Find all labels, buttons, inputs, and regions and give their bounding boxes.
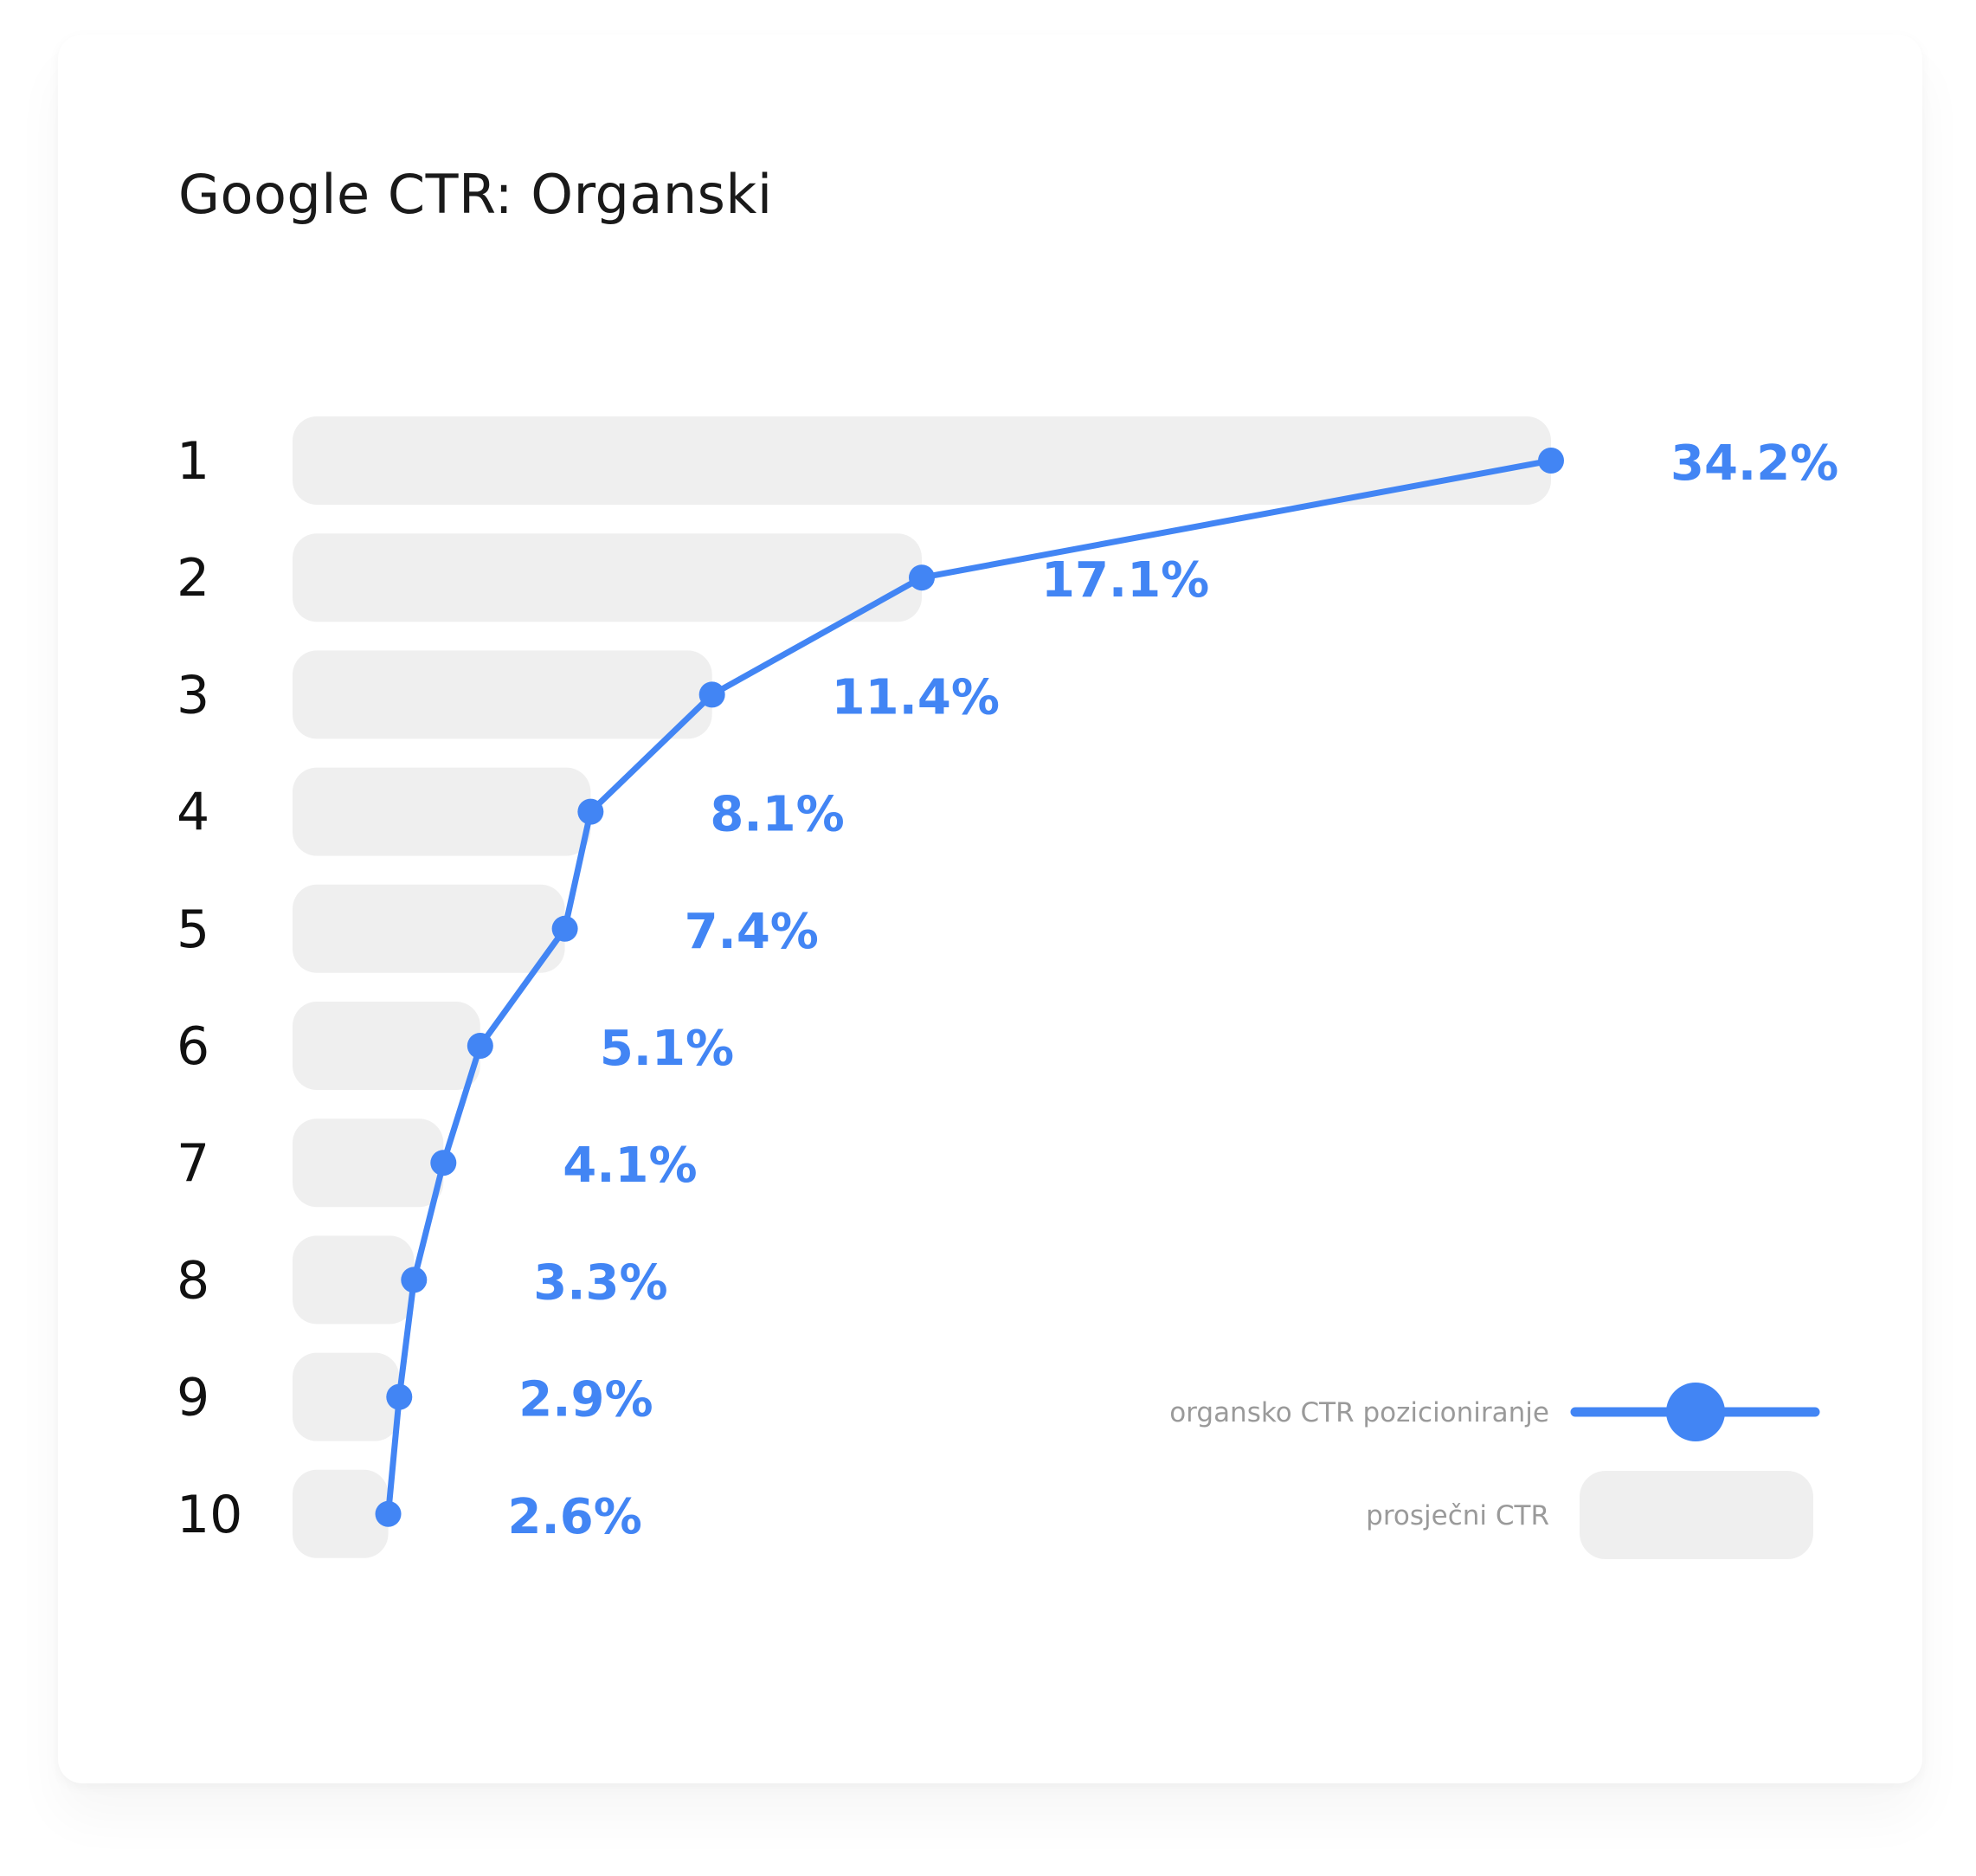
point-10 <box>375 1500 402 1527</box>
bar-7 <box>293 1119 444 1208</box>
rank-label-2: 2 <box>177 548 209 609</box>
bar-group <box>293 416 1551 1558</box>
legend-swatch-point <box>1666 1383 1725 1441</box>
point-5 <box>551 915 578 942</box>
legend-label-bar: prosječni CTR <box>1366 1500 1549 1531</box>
value-label-1: 34.2% <box>1670 435 1838 492</box>
line-group <box>385 457 1554 1518</box>
value-label-5: 7.4% <box>685 904 819 960</box>
legend-swatch-bar <box>1580 1471 1813 1559</box>
rank-label-6: 6 <box>177 1016 209 1077</box>
ctr-line <box>385 457 1554 1518</box>
point-2 <box>909 564 935 591</box>
legend-label-line: organsko CTR pozicioniranje <box>1169 1397 1549 1428</box>
point-9 <box>386 1383 413 1410</box>
rank-label-5: 5 <box>177 899 209 960</box>
bar-3 <box>293 650 712 739</box>
bar-2 <box>293 533 922 622</box>
value-label-9: 2.9% <box>518 1372 653 1428</box>
point-1 <box>1538 448 1564 474</box>
bar-10 <box>293 1469 389 1558</box>
value-label-2: 17.1% <box>1041 552 1209 609</box>
chart-title: Google CTR: Organski <box>178 163 773 226</box>
bar-5 <box>293 884 565 973</box>
rank-label-1: 1 <box>177 431 209 492</box>
value-label-10: 2.6% <box>508 1489 642 1545</box>
bar-4 <box>293 767 591 856</box>
rank-label-group: 1 2 3 4 5 6 7 8 9 10 <box>177 431 242 1545</box>
point-7 <box>430 1150 457 1177</box>
value-label-4: 8.1% <box>710 787 844 843</box>
bar-6 <box>293 1002 480 1090</box>
value-label-7: 4.1% <box>563 1138 697 1194</box>
rank-label-3: 3 <box>177 665 209 725</box>
value-label-8: 3.3% <box>533 1254 667 1311</box>
rank-label-4: 4 <box>177 783 209 843</box>
bar-1 <box>293 416 1551 505</box>
rank-label-9: 9 <box>177 1368 209 1428</box>
rank-label-10: 10 <box>177 1485 242 1545</box>
point-3 <box>698 681 725 708</box>
point-group <box>375 448 1564 1527</box>
bar-9 <box>293 1352 400 1441</box>
rank-label-7: 7 <box>177 1133 209 1194</box>
point-8 <box>401 1267 428 1293</box>
rank-label-8: 8 <box>177 1250 209 1311</box>
value-label-3: 11.4% <box>832 669 1000 725</box>
legend: organsko CTR pozicioniranje prosječni CTR <box>1169 1383 1820 1559</box>
bar-8 <box>293 1235 415 1325</box>
value-label-group: 34.2% 17.1% 11.4% 8.1% 7.4% 5.1% 4.1% 3.3% 2.9% 2… <box>508 435 1839 1545</box>
point-6 <box>467 1033 493 1059</box>
value-label-6: 5.1% <box>600 1021 734 1077</box>
point-4 <box>577 798 604 825</box>
